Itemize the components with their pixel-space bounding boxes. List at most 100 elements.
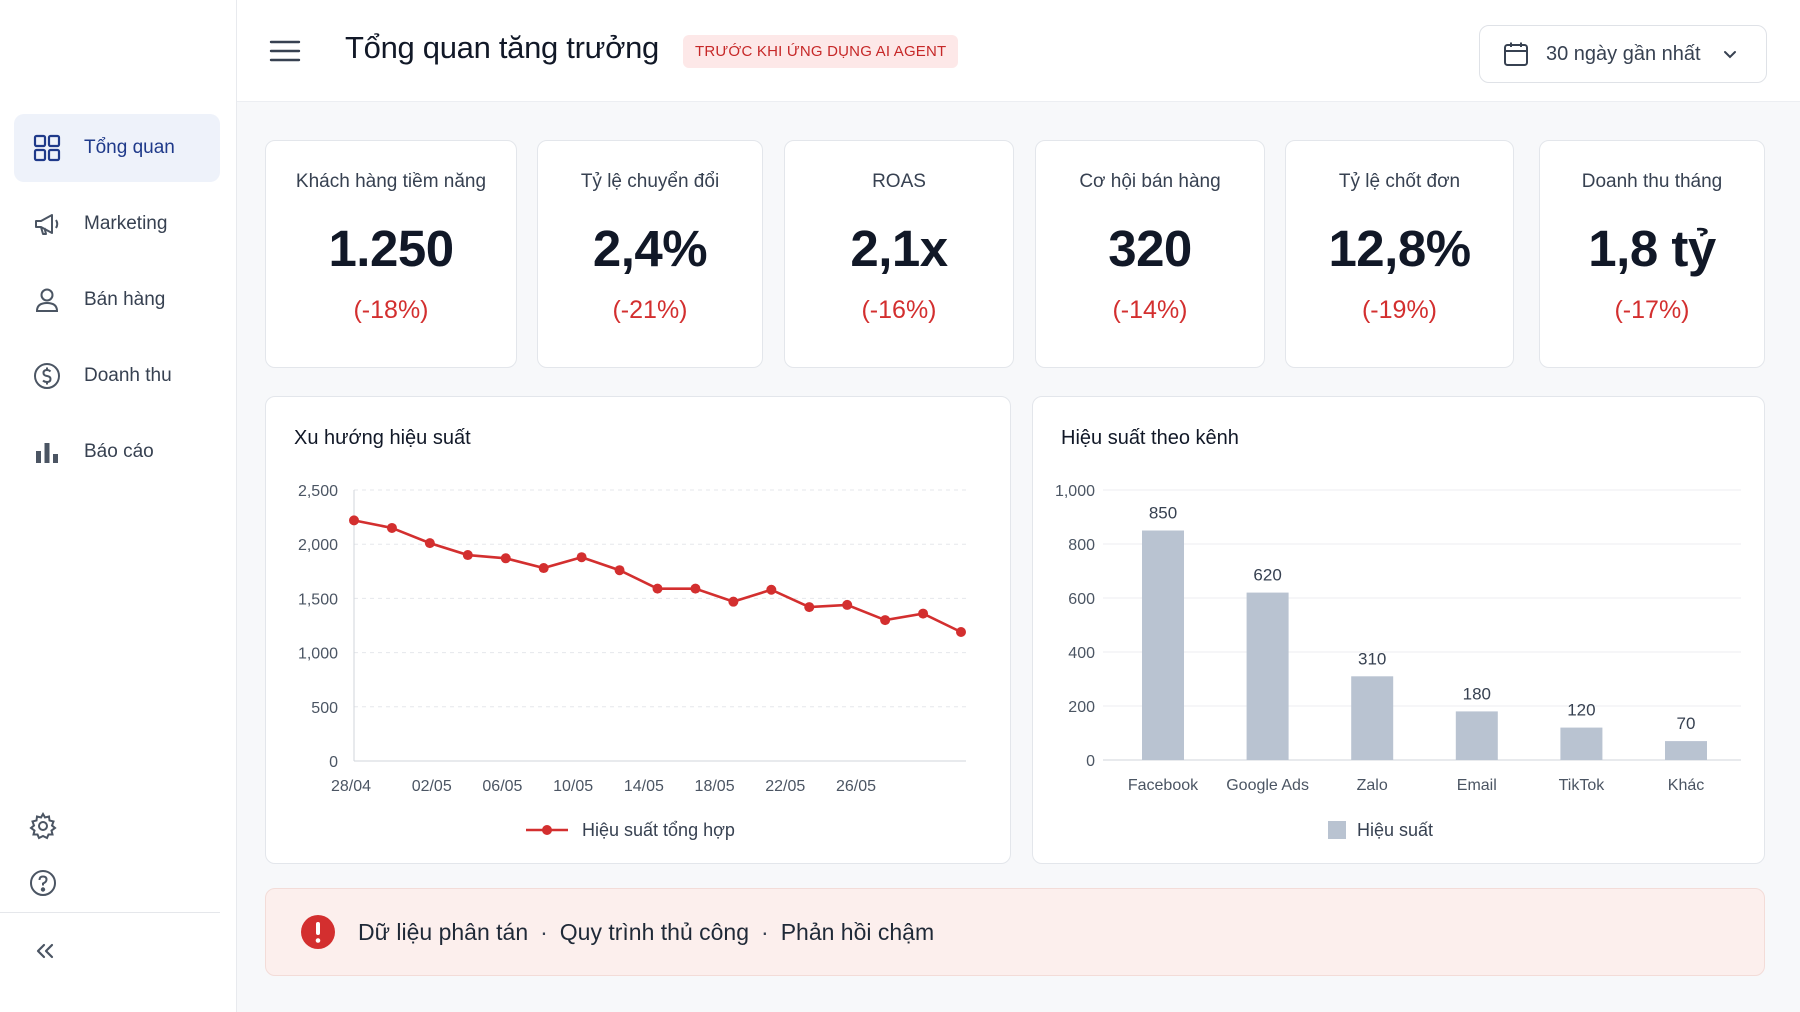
data-point [804, 602, 815, 613]
legend-label: Hiệu suất [1357, 820, 1433, 840]
chevron-down-icon [1723, 51, 1736, 59]
bar-chart-icon [32, 437, 62, 467]
bar-value-label: 180 [1463, 684, 1491, 703]
data-point [386, 522, 397, 533]
kpi-value: 2,1x [850, 220, 948, 277]
sidebar-item-ban-hang[interactable]: Bán hàng [14, 266, 220, 334]
sidebar-item-bao-cao[interactable]: Báo cáo [14, 418, 220, 486]
data-point [349, 515, 359, 526]
x-tick-label: 22/05 [765, 778, 805, 795]
bar [1455, 711, 1498, 760]
legend-swatch [1328, 821, 1346, 839]
kpi-value: 2,4% [592, 220, 708, 277]
line-chart: 0 500 1,000 1,500 2,000 2,500 28/04 02/05 06/05 1… [298, 483, 966, 840]
x-tick-label: Facebook [1128, 777, 1199, 794]
x-tick-label: Google Ads [1226, 777, 1309, 794]
x-tick-label: Khác [1668, 777, 1704, 794]
kpi-value: 12,8% [1328, 220, 1471, 277]
kpi-change: (-17%) [1614, 296, 1690, 324]
kpi-label: Tỷ lệ chuyển đổi [580, 171, 720, 192]
sidebar-item-tong-quan[interactable]: Tổng quan [14, 114, 220, 182]
y-tick-label: 2,000 [298, 537, 338, 554]
y-tick-label: 800 [1068, 537, 1095, 554]
alert-separator: · [761, 918, 769, 945]
y-tick-label: 2,500 [298, 483, 338, 500]
data-point [538, 563, 549, 574]
y-tick-label: 1,000 [1055, 483, 1095, 500]
y-tick-label: 200 [1068, 699, 1095, 716]
x-tick-label: 06/05 [482, 778, 522, 795]
bar [1142, 530, 1184, 760]
megaphone-icon [32, 209, 62, 239]
sidebar-divider [0, 912, 220, 913]
kpi-label: ROAS [872, 171, 926, 192]
collapse-chevrons-icon[interactable] [30, 936, 60, 971]
help-circle-icon[interactable] [28, 868, 58, 903]
alert-item: Dữ liệu phân tán [358, 918, 529, 945]
sidebar-item-label: Báo cáo [84, 441, 154, 462]
kpi-change: (-14%) [1112, 296, 1188, 324]
y-tick-label: 0 [329, 754, 338, 771]
bar-value-label: 120 [1567, 701, 1595, 720]
top-header: Tổng quan tăng trưởng TRƯỚC KHI ỨNG DỤNG… [237, 0, 1800, 102]
bar-chart-panel: Hiệu suất theo kênh 0 200 400 600 800 1,000 85… [1032, 396, 1765, 864]
data-point [918, 608, 929, 619]
bar [1246, 592, 1289, 760]
bar-value-label: 70 [1677, 714, 1696, 733]
sidebar-item-doanh-thu[interactable]: Doanh thu [14, 342, 220, 410]
kpi-label: Khách hàng tiềm năng [295, 171, 487, 192]
legend-label: Hiệu suất tổng hợp [582, 820, 735, 840]
y-tick-label: 600 [1068, 591, 1095, 608]
alert-item: Phản hồi chậm [780, 918, 935, 945]
bar [1351, 676, 1394, 760]
kpi-card-ty-le-chot-don: Tỷ lệ chốt đơn 12,8% (-19%) [1285, 140, 1514, 368]
sidebar-item-marketing[interactable]: Marketing [14, 190, 220, 258]
alert-separator: · [540, 918, 548, 945]
bar [1560, 727, 1603, 760]
alert-item: Quy trình thủ công [559, 918, 750, 945]
x-tick-label: 26/05 [836, 778, 876, 795]
y-tick-label: 500 [311, 700, 338, 717]
sidebar-item-label: Marketing [84, 213, 168, 234]
data-point [424, 538, 435, 549]
kpi-value: 1.250 [328, 220, 454, 277]
date-range-select[interactable]: 30 ngày gần nhất [1479, 25, 1767, 83]
kpi-value: 1,8 tỷ [1588, 220, 1716, 277]
sidebar-nav: Tổng quan Marketing Bán hàng [14, 114, 220, 494]
chart-title: Xu hướng hiệu suất [294, 427, 471, 449]
bar-value-label: 620 [1253, 566, 1281, 585]
page-title: Tổng quan tăng trưởng [345, 30, 659, 65]
legend-marker [542, 825, 552, 835]
sidebar-item-label: Doanh thu [84, 365, 172, 386]
bar [1665, 741, 1707, 760]
status-badge: TRƯỚC KHI ỨNG DỤNG AI AGENT [683, 35, 959, 68]
x-tick-label: Email [1457, 777, 1497, 794]
data-point [842, 599, 853, 610]
gear-icon[interactable] [28, 811, 58, 846]
x-tick-label: 10/05 [553, 778, 593, 795]
dollar-circle-icon [32, 361, 62, 391]
hamburger-menu-icon[interactable] [269, 36, 301, 66]
data-point [766, 584, 777, 595]
kpi-label: Doanh thu tháng [1581, 171, 1723, 192]
y-tick-label: 0 [1086, 753, 1095, 770]
chart-title: Hiệu suất theo kênh [1061, 427, 1239, 449]
x-tick-label: 14/05 [624, 778, 664, 795]
kpi-change: (-16%) [861, 296, 937, 324]
x-tick-label: 28/04 [331, 778, 371, 795]
x-tick-label: Zalo [1357, 777, 1388, 794]
y-tick-label: 400 [1068, 645, 1095, 662]
bar-chart: 0 200 400 600 800 1,000 850 Facebook 620 Google A… [1055, 483, 1741, 840]
kpi-change: (-19%) [1361, 296, 1437, 324]
kpi-label: Cơ hội bán hàng [1079, 171, 1221, 192]
data-point [728, 596, 739, 607]
data-point [690, 583, 701, 594]
kpi-card-co-hoi-ban-hang: Cơ hội bán hàng 320 (-14%) [1035, 140, 1265, 368]
x-tick-label: TikTok [1559, 777, 1606, 794]
kpi-value: 320 [1108, 220, 1192, 277]
alert-circle-icon [301, 915, 335, 949]
sidebar: Tổng quan Marketing Bán hàng [0, 0, 237, 1012]
data-point [614, 565, 625, 576]
line-chart-panel: Xu hướng hiệu suất 0 500 1,000 1,500 2,000 2,… [265, 396, 1011, 864]
series-line [353, 519, 962, 634]
